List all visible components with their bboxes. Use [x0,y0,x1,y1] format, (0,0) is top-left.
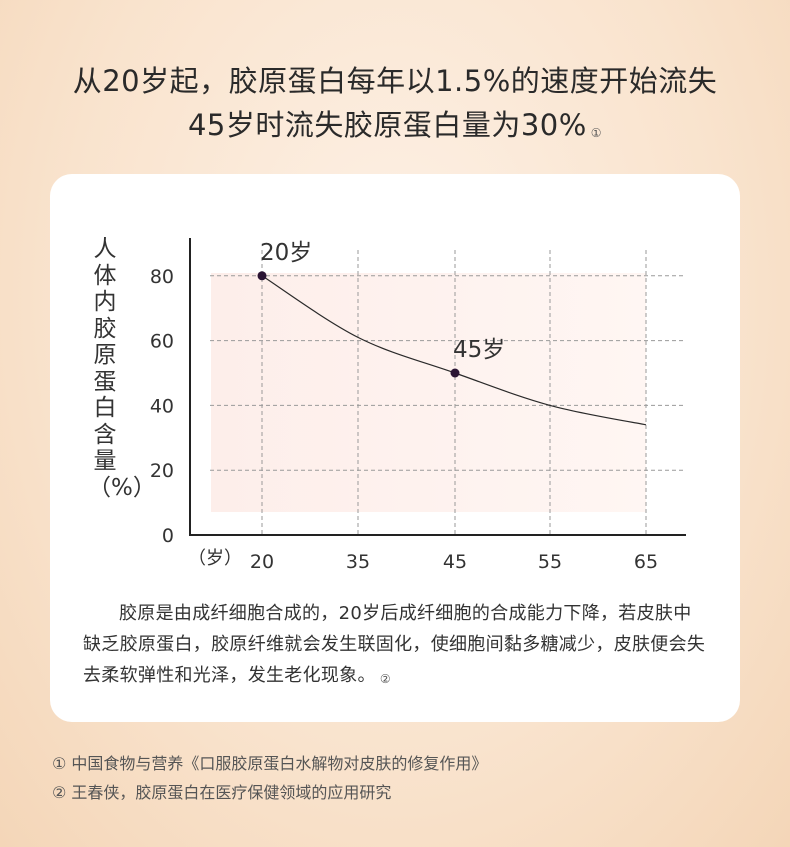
reference-1: ① 中国食物与营养《口服胶原蛋白水解物对皮肤的修复作用》 [52,754,488,773]
chart-area-fill [211,273,646,512]
description-note-mark: ② [379,672,391,686]
data-point-label: 20岁 [260,240,312,266]
headline-text-2: 45岁时流失胶原蛋白量为30% [187,108,587,142]
data-point-marker [257,271,267,281]
y-tick-label: 0 [162,525,174,547]
x-tick-label: 35 [346,551,370,573]
headline-text-1: 从20岁起，胶原蛋白每年以1.5%的速度开始流失 [72,64,718,98]
description-text: 胶原是由成纤细胞合成的，20岁后成纤细胞的合成能力下降，若皮肤中缺乏胶原蛋白，胶… [83,603,706,686]
x-tick-label: 20 [250,551,274,573]
headline-note-mark: ① [590,126,603,140]
headline-line-2: 45岁时流失胶原蛋白量为30% ① [0,102,790,144]
chart-y-axis-label: 人体内胶原蛋白含量（%） [88,236,156,501]
description-paragraph: 胶原是由成纤细胞合成的，20岁后成纤细胞的合成能力下降，若皮肤中缺乏胶原蛋白，胶… [83,598,708,695]
x-tick-label: 65 [634,551,658,573]
headline-line-1: 从20岁起，胶原蛋白每年以1.5%的速度开始流失 [0,58,790,100]
data-point-marker [450,368,460,378]
reference-2: ② 王春侠，胶原蛋白在医疗保健领域的应用研究 [52,783,392,802]
y-tick-label: 40 [150,395,174,417]
x-tick-label: 45 [443,551,467,573]
y-tick-label: 60 [150,331,174,353]
data-point-label: 45岁 [453,337,505,363]
x-tick-label: 55 [538,551,562,573]
y-tick-label: 20 [150,460,174,482]
x-axis-unit-label: （岁） [188,548,242,569]
y-tick-label: 80 [150,266,174,288]
